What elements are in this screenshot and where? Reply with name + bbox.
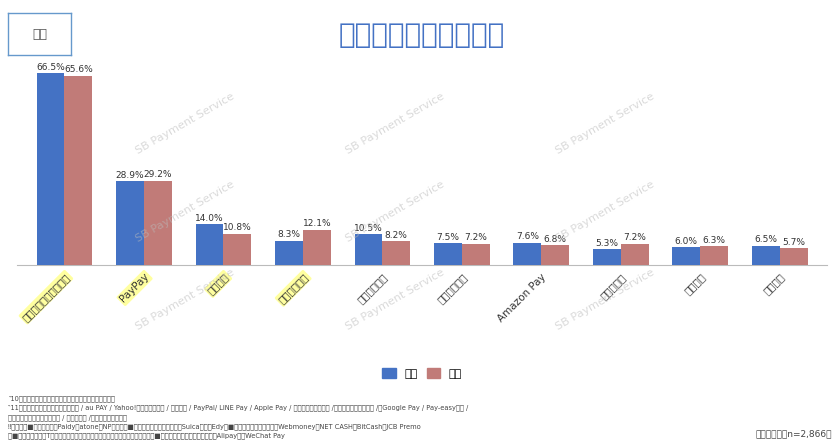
Bar <box>673 247 701 265</box>
Text: SB Payment Service: SB Payment Service <box>554 179 656 244</box>
Bar <box>37 73 65 265</box>
Bar <box>116 181 144 265</box>
Bar <box>223 234 251 265</box>
Bar <box>275 241 303 265</box>
Text: 5.3%: 5.3% <box>596 239 618 248</box>
Bar <box>780 248 807 265</box>
Text: 7.5%: 7.5% <box>437 232 459 242</box>
Text: SB Payment Service: SB Payment Service <box>344 179 446 244</box>
Text: SB Payment Service: SB Payment Service <box>134 91 236 156</box>
Bar <box>462 244 490 265</box>
Text: 8.3%: 8.3% <box>277 230 301 239</box>
Text: クレジットカード決済: クレジットカード決済 <box>20 272 71 323</box>
Bar <box>513 243 541 265</box>
Text: 後払い決済: 後払い決済 <box>599 272 627 301</box>
Text: 7.2%: 7.2% <box>465 233 487 243</box>
Bar <box>434 243 462 265</box>
Text: 6.3%: 6.3% <box>702 236 726 245</box>
Text: Amazon Pay: Amazon Pay <box>496 272 549 324</box>
Text: ポイント決済: ポイント決済 <box>356 272 390 305</box>
Text: 8.2%: 8.2% <box>385 231 407 239</box>
Bar <box>621 244 648 265</box>
Text: 10.5%: 10.5% <box>354 224 383 233</box>
Text: 28.9%: 28.9% <box>116 171 144 180</box>
Text: SB Payment Service: SB Payment Service <box>554 268 656 332</box>
Bar <box>196 224 223 265</box>
Text: 65.6%: 65.6% <box>64 65 92 75</box>
Text: SB Payment Service: SB Payment Service <box>134 268 236 332</box>
Bar <box>382 241 410 265</box>
Text: 66.5%: 66.5% <box>36 63 65 72</box>
Bar <box>752 246 780 265</box>
Text: 29.2%: 29.2% <box>144 170 172 179</box>
Text: 銀行振込: 銀行振込 <box>762 272 787 296</box>
Text: ‶10位までの決済手段を表示（同率の場合はすべて表示）
‶11位以降の選択肢：電子マネー決済 / au PAY / Yahoo!ウォレット決済 / 口座振替 /: ‶10位までの決済手段を表示（同率の場合はすべて表示） ‶11位以降の選択肢：電… <box>8 396 469 439</box>
Bar <box>541 245 570 265</box>
Text: SB Payment Service: SB Payment Service <box>554 91 656 156</box>
Text: 物販: 物販 <box>33 28 47 41</box>
Legend: 男性, 女性: 男性, 女性 <box>378 364 466 383</box>
Text: 5.7%: 5.7% <box>782 238 805 247</box>
Bar <box>701 247 728 265</box>
Text: キャリア決済: キャリア決済 <box>435 272 469 305</box>
Title: よく利用する決済手段: よく利用する決済手段 <box>339 22 505 49</box>
Text: 6.8%: 6.8% <box>543 235 567 243</box>
Bar <box>593 249 621 265</box>
Text: 6.0%: 6.0% <box>675 237 698 246</box>
Text: PayPay: PayPay <box>118 272 151 304</box>
Text: 12.1%: 12.1% <box>302 219 331 228</box>
Text: （複数選択　n=2,866）: （複数選択 n=2,866） <box>755 430 832 439</box>
Bar <box>65 76 92 265</box>
Text: コンビニ決済: コンビニ決済 <box>276 272 310 305</box>
Text: 6.5%: 6.5% <box>754 235 777 244</box>
Text: 10.8%: 10.8% <box>223 223 252 232</box>
Text: SB Payment Service: SB Payment Service <box>344 268 446 332</box>
Text: SB Payment Service: SB Payment Service <box>344 91 446 156</box>
Bar <box>303 230 331 265</box>
Text: SB Payment Service: SB Payment Service <box>134 179 236 244</box>
Text: 代金引換: 代金引換 <box>683 272 707 296</box>
Bar <box>144 180 171 265</box>
Bar <box>354 234 382 265</box>
Text: 楽天ペイ: 楽天ペイ <box>206 272 230 296</box>
Text: 7.2%: 7.2% <box>623 233 646 243</box>
Text: 14.0%: 14.0% <box>195 214 223 223</box>
Text: 7.6%: 7.6% <box>516 232 539 241</box>
